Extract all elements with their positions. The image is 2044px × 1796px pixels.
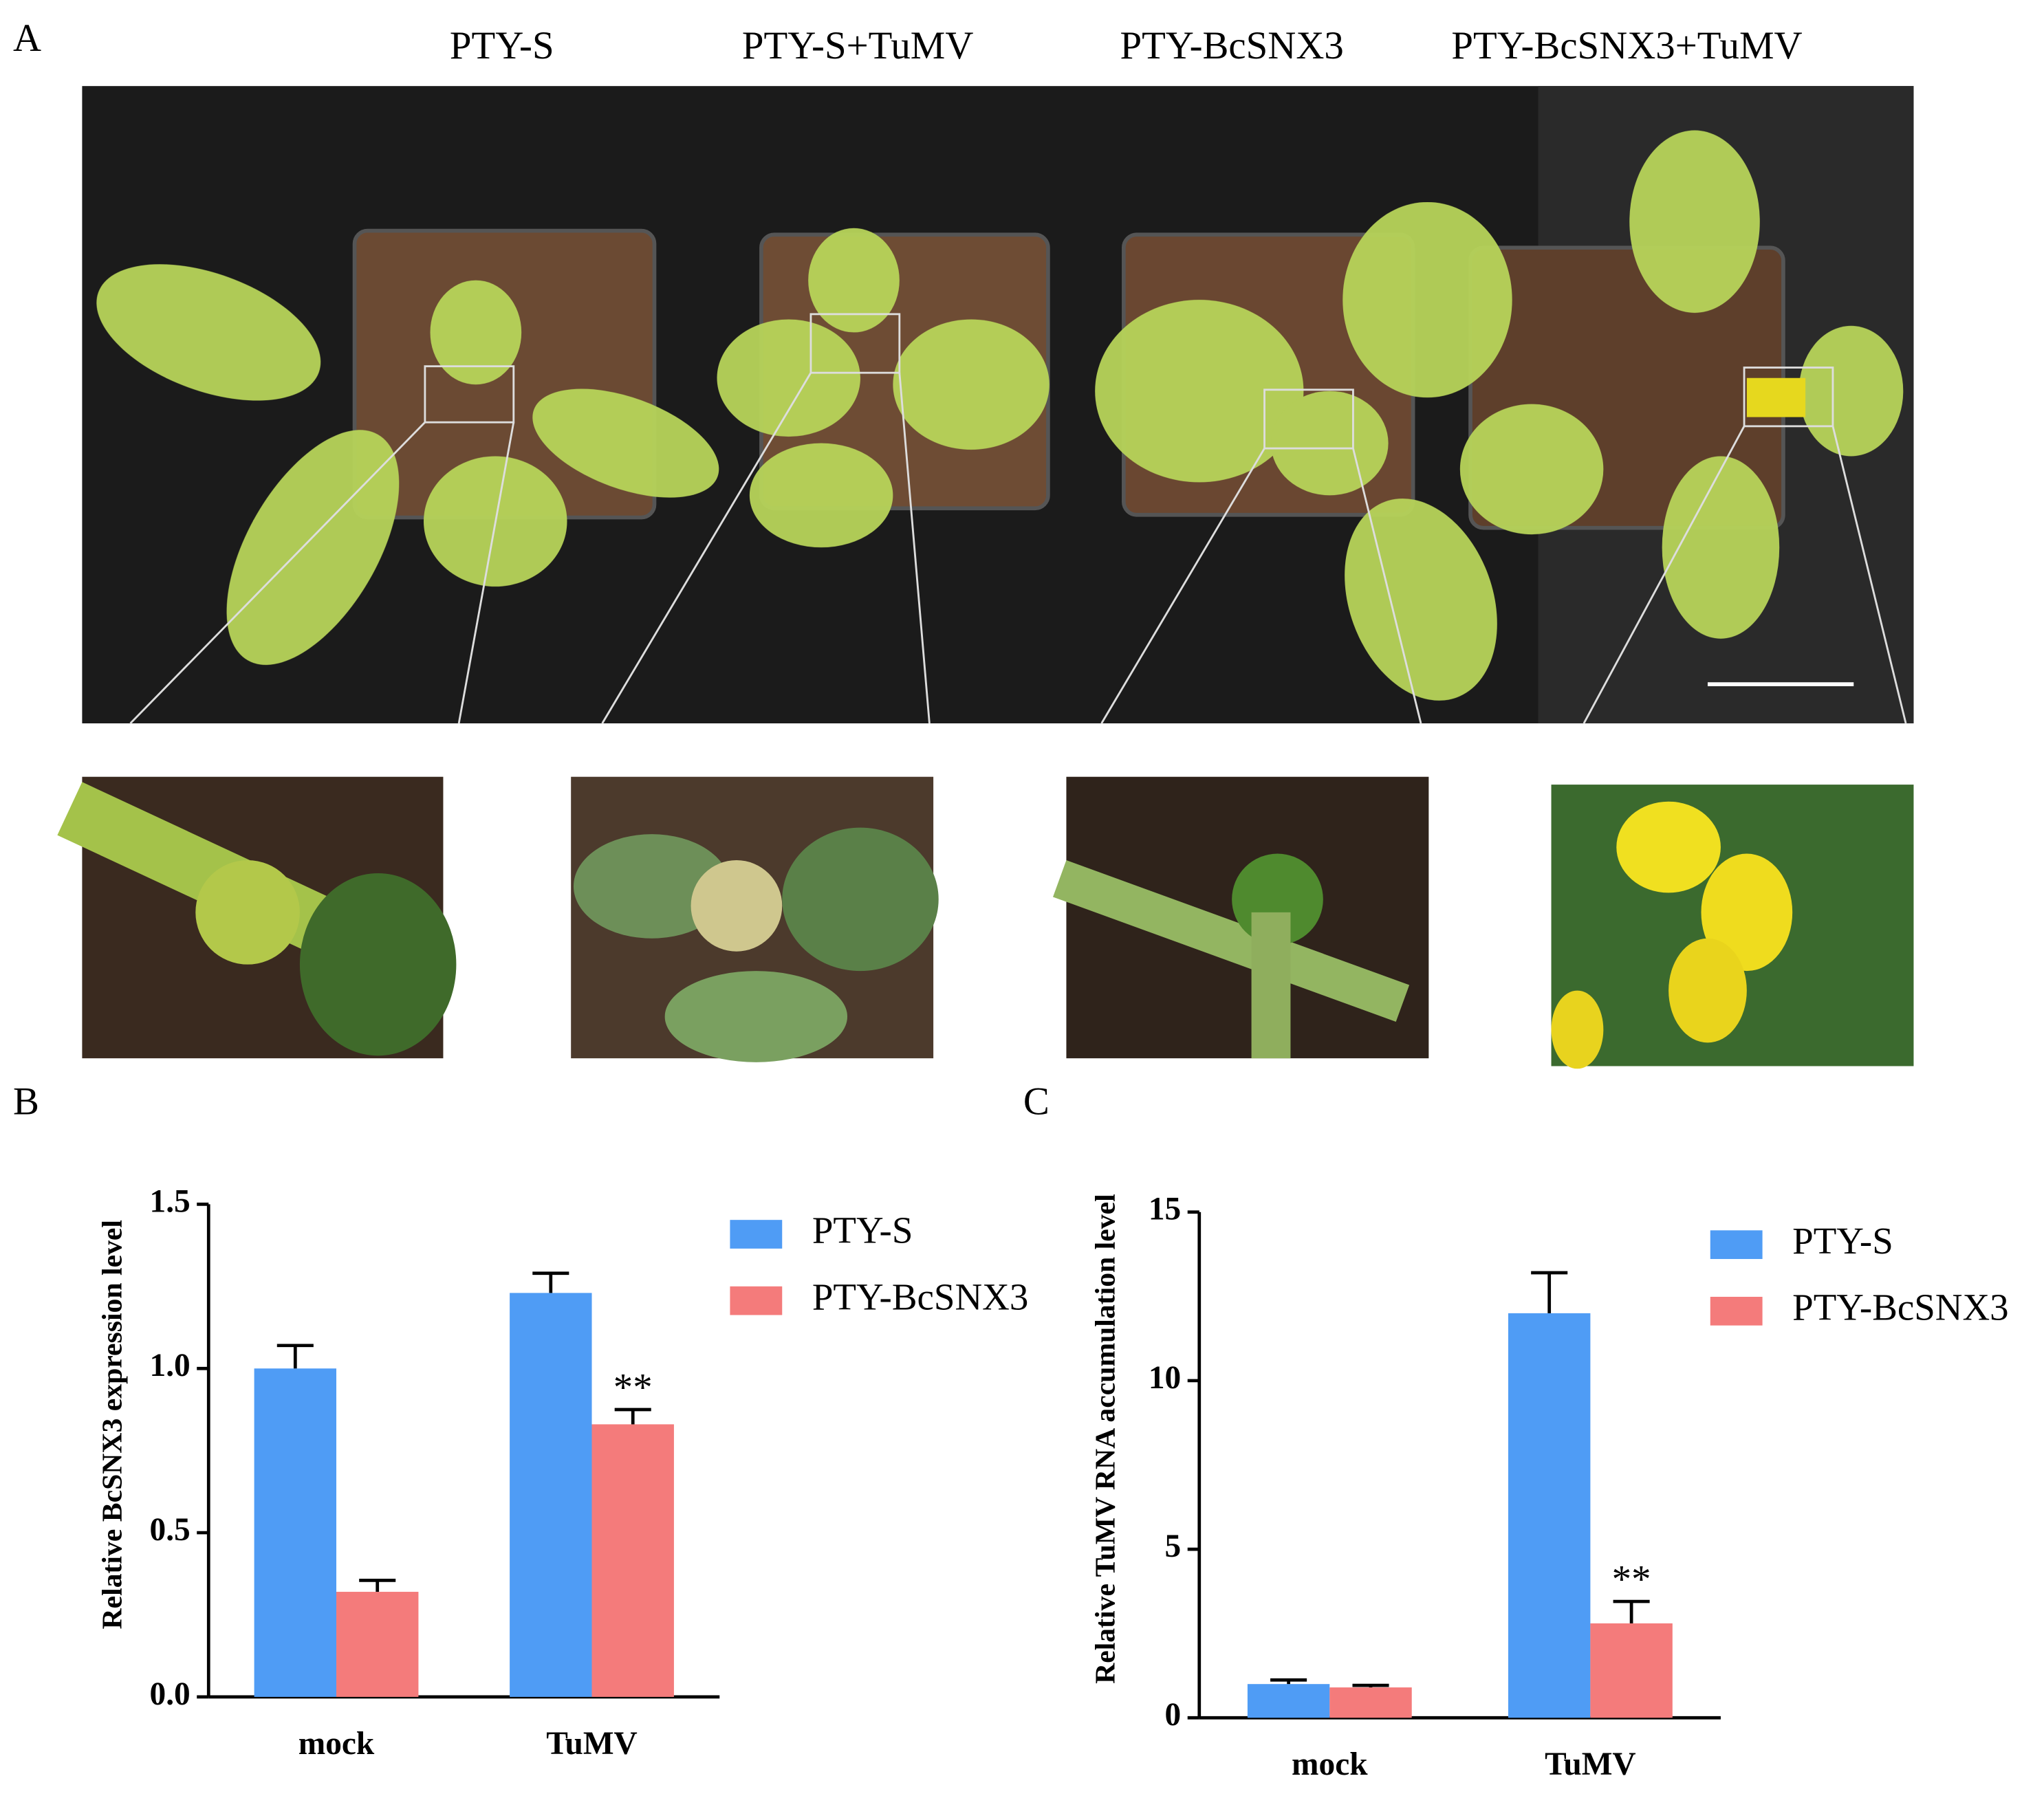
legend-swatch (730, 1286, 783, 1315)
photo-label: PTY-BcSNX3+TuMV (1451, 24, 1802, 67)
y-tick-label: 0 (1165, 1697, 1182, 1733)
y-tick-label: 1.5 (150, 1183, 191, 1219)
x-tick-label: TuMV (1545, 1746, 1636, 1782)
significance-label: ** (1612, 1558, 1651, 1601)
inset-photos (57, 776, 1914, 1069)
y-axis-label: Relative BcSNX3 expression level (96, 1220, 128, 1630)
x-tick-label: mock (298, 1726, 375, 1762)
y-tick-label: 5 (1165, 1529, 1182, 1564)
bar (1590, 1623, 1673, 1718)
y-tick-label: 10 (1149, 1360, 1181, 1396)
x-tick-label: TuMV (546, 1726, 638, 1762)
bar (1247, 1684, 1330, 1718)
panel-label: C (1023, 1080, 1050, 1123)
bar (336, 1592, 419, 1697)
y-axis-label: Relative TuMV RNA accumulation level (1090, 1194, 1122, 1684)
bar (510, 1293, 592, 1697)
x-tick-label: mock (1292, 1746, 1368, 1782)
legend-label: PTY-BcSNX3 (812, 1275, 1028, 1317)
panel-label: B (13, 1080, 39, 1123)
photo-label: PTY-S (450, 24, 554, 67)
legend-label: PTY-BcSNX3 (1792, 1286, 2008, 1328)
bar (1508, 1313, 1591, 1718)
legend-swatch (1710, 1296, 1763, 1326)
y-tick-label: 0.5 (150, 1512, 191, 1548)
plant-photo (82, 86, 1914, 725)
y-tick-label: 15 (1149, 1192, 1181, 1227)
legend-swatch (1710, 1230, 1763, 1260)
y-tick-label: 0.0 (150, 1676, 191, 1712)
bar (1329, 1687, 1412, 1718)
bar (591, 1424, 674, 1697)
legend-swatch (730, 1220, 783, 1249)
photo-label: PTY-S+TuMV (742, 24, 974, 67)
bar (254, 1368, 337, 1697)
panel-label: A (13, 17, 41, 60)
y-tick-label: 1.0 (150, 1348, 191, 1383)
legend-label: PTY-S (812, 1209, 913, 1251)
photo-label: PTY-BcSNX3 (1120, 24, 1343, 67)
legend-label: PTY-S (1792, 1220, 1893, 1262)
significance-label: ** (613, 1366, 653, 1409)
